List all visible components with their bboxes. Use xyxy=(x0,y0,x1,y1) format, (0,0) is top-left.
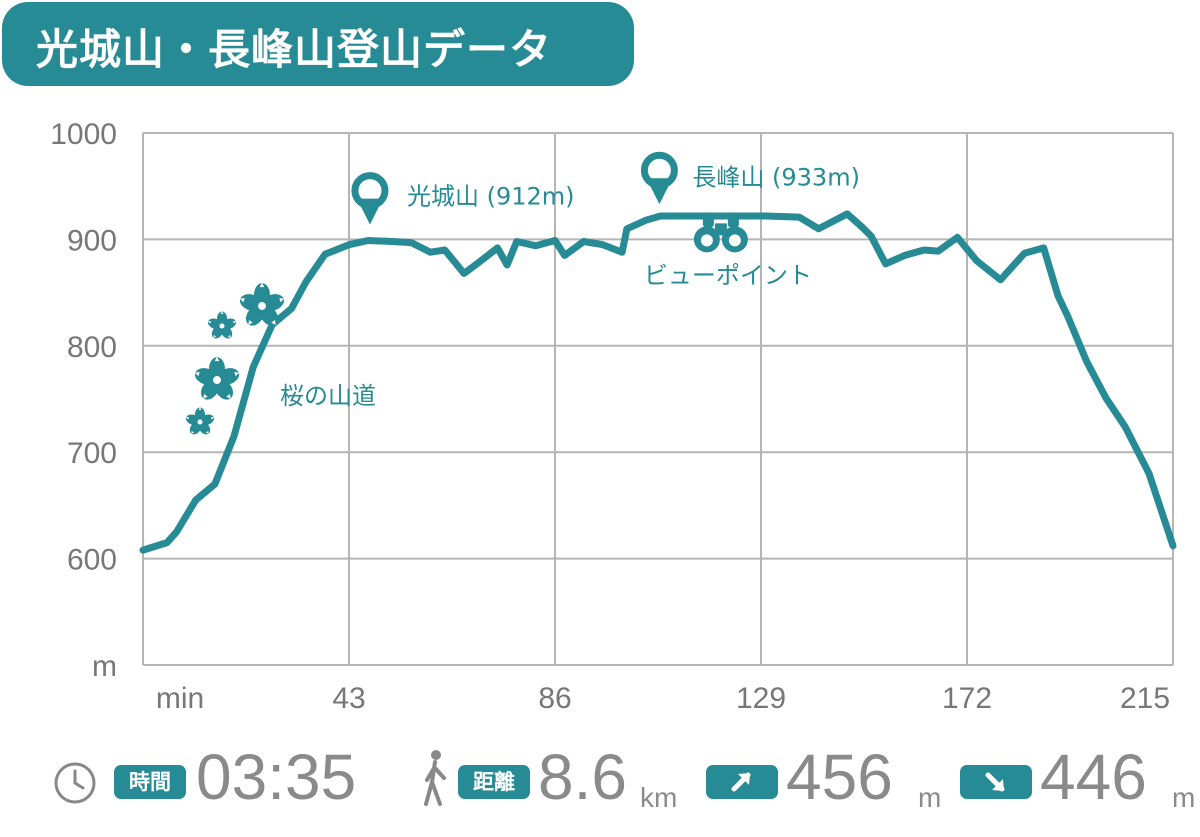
stats-bar: 時間 03:35 距離 8.6 km 456 m 446 m xyxy=(0,740,1200,830)
viewpoint-label: ビューポイント xyxy=(644,261,812,289)
descent-unit: m xyxy=(1172,782,1196,813)
sakura-trail-label: 桜の山道 xyxy=(280,382,376,410)
cherry-blossom-icon xyxy=(194,356,240,400)
y-tick-label: 800 xyxy=(67,331,117,364)
y-tick-label: m xyxy=(92,650,117,683)
walking-person-icon xyxy=(424,750,446,806)
time-badge: 時間 xyxy=(114,765,186,799)
x-tick-label: min xyxy=(156,682,204,715)
y-tick-label: 900 xyxy=(67,224,117,257)
ascent-unit: m xyxy=(918,782,942,813)
cherry-blossom-icon xyxy=(185,407,215,435)
cherry-blossom-icon xyxy=(207,311,237,339)
peak-label-nagamineyama: 長峰山 (933m) xyxy=(692,163,860,191)
y-tick-label: 600 xyxy=(67,544,117,577)
page-title: 光城山・長峰山登山データ xyxy=(36,25,553,74)
map-pin-icon xyxy=(351,172,389,225)
cherry-blossom-icons xyxy=(185,282,285,435)
y-tick-label: 700 xyxy=(67,437,117,470)
chart-grid xyxy=(142,132,1174,666)
distance-badge: 距離 xyxy=(458,765,530,799)
arrow-down-right-icon xyxy=(985,772,1005,792)
x-tick-label: 86 xyxy=(538,682,571,715)
x-tick-label: 43 xyxy=(332,682,365,715)
binoculars-icon xyxy=(693,213,748,253)
elevation-chart: 1000 900 800 700 600 m min 43 86 129 172 215 光城山 (… xyxy=(50,118,1177,715)
descent-badge xyxy=(960,765,1032,799)
y-tick-label: 1000 xyxy=(50,118,117,151)
clock-icon xyxy=(54,762,96,804)
ascent-badge xyxy=(706,765,778,799)
arrow-up-right-icon xyxy=(731,772,751,792)
y-axis-ticks: 1000 900 800 700 600 m xyxy=(50,118,117,683)
time-value: 03:35 xyxy=(196,741,357,813)
map-pin-icon xyxy=(640,151,678,205)
distance-unit: km xyxy=(640,782,678,813)
elevation-line xyxy=(139,210,1177,554)
peak-label-koujouyama: 光城山 (912m) xyxy=(407,183,575,211)
x-tick-label: 172 xyxy=(942,682,992,715)
title-banner: 光城山・長峰山登山データ xyxy=(2,2,634,86)
x-tick-label: 129 xyxy=(736,682,786,715)
cherry-blossom-icon xyxy=(239,282,285,326)
distance-value: 8.6 xyxy=(538,741,627,813)
x-tick-label: 215 xyxy=(1120,682,1170,715)
ascent-value: 456 xyxy=(786,741,893,813)
descent-value: 446 xyxy=(1040,741,1147,813)
x-axis-ticks: min 43 86 129 172 215 xyxy=(156,682,1170,715)
